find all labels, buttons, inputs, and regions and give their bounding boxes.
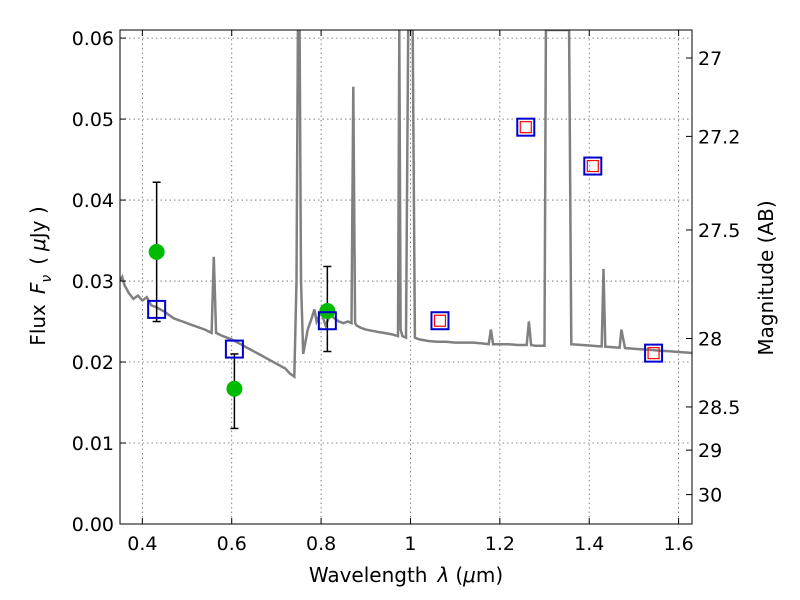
y-tick-label: 0.01 (72, 433, 114, 455)
y2-tick-label: 28.5 (698, 397, 740, 419)
observed-point (226, 380, 243, 397)
x-tick-label: 1.2 (485, 533, 515, 555)
spectrum-line (120, 30, 692, 379)
plot-frame (119, 29, 693, 525)
x-tick-label: 1.4 (574, 533, 604, 555)
model-boxes (147, 117, 664, 363)
y2-ticks: 27 27.2 27.5 28 28.5 29 30 (686, 48, 740, 507)
error-bars (152, 181, 332, 430)
y-tick-label: 0.06 (72, 28, 114, 50)
model-box-inner (647, 347, 660, 360)
model-box (644, 343, 664, 363)
model-box-inner (519, 121, 532, 134)
y2-tick-label: 27.5 (698, 220, 740, 242)
y-tick-label: 0.04 (72, 190, 114, 212)
x-tick-label: 0.6 (217, 533, 247, 555)
y-tick-label: 0.05 (72, 109, 114, 131)
y2-tick-label: 29 (698, 440, 722, 462)
y-tick-label: 0.00 (72, 514, 114, 536)
y-axis-label: FluxFν(μJy ) (26, 206, 55, 345)
x-tick-label: 1 (404, 533, 416, 555)
model-box (224, 339, 244, 359)
observed-points (148, 243, 336, 397)
x-tick-label: 0.4 (127, 533, 157, 555)
model-box (516, 117, 536, 137)
model-box-inner (433, 314, 447, 327)
y2-tick-label: 28 (698, 328, 722, 350)
observed-point (148, 243, 165, 260)
y-tick-label: 0.03 (72, 271, 114, 293)
x-ticks: 0.4 0.6 0.8 1 1.2 1.4 1.6 (127, 30, 694, 555)
x-axis-label: Wavelength λ (μm) (309, 563, 503, 587)
y-tick-label: 0.02 (72, 352, 114, 374)
model-box (317, 311, 337, 331)
x-tick-label: 1.6 (663, 533, 693, 555)
y2-tick-label: 27 (698, 48, 722, 70)
y2-axis-label: Magnitude (AB) (754, 200, 778, 355)
model-box (147, 299, 167, 319)
model-box (430, 311, 450, 331)
y2-tick-label: 30 (698, 485, 722, 507)
spectrum-path (120, 30, 692, 379)
x-tick-label: 0.8 (306, 533, 336, 555)
y2-tick-label: 27.2 (698, 126, 740, 148)
model-box-inner (586, 159, 599, 173)
y-ticks: 0.00 0.01 0.02 0.03 0.04 0.05 0.06 (72, 28, 126, 536)
model-box (583, 156, 603, 176)
observed-point (319, 303, 336, 320)
